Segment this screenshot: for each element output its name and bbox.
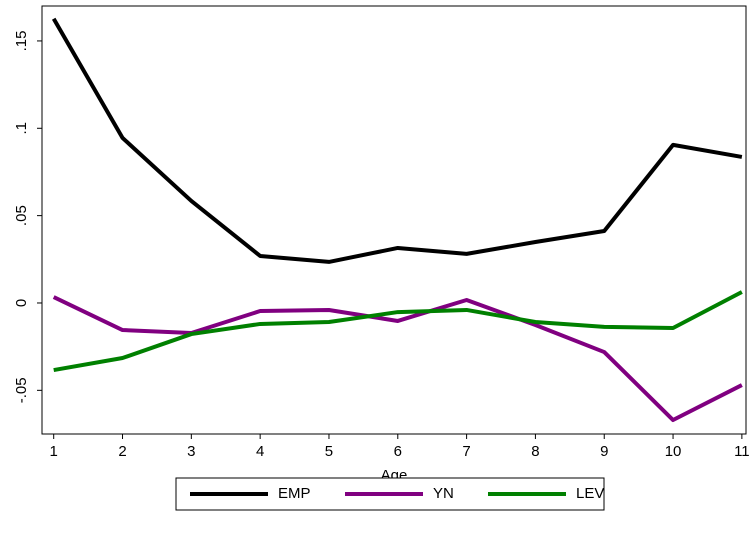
y-tick-label: -.05	[13, 377, 30, 403]
y-tick-label: .05	[13, 205, 30, 226]
y-tick-label: 0	[13, 299, 30, 307]
x-tick-label: 8	[531, 443, 539, 460]
x-tick-label: 6	[394, 443, 402, 460]
x-tick-label: 3	[187, 443, 195, 460]
x-tick-label: 4	[256, 443, 264, 460]
legend-label: EMP	[278, 485, 311, 502]
x-tick-label: 9	[600, 443, 608, 460]
legend-label: YN	[433, 485, 454, 502]
x-tick-label: 1	[50, 443, 58, 460]
legend-label: LEV	[576, 485, 604, 502]
x-tick-label: 11	[734, 443, 750, 460]
plot-frame	[41, 5, 747, 435]
x-tick-label: 5	[325, 443, 333, 460]
x-tick-label: 2	[118, 443, 126, 460]
x-tick-label: 10	[665, 443, 682, 460]
series-line	[52, 295, 743, 423]
series-line	[51, 17, 743, 264]
x-tick-label: 7	[462, 443, 470, 460]
series-line	[53, 290, 743, 373]
y-tick-label: .1	[13, 122, 30, 135]
y-tick-label: .15	[13, 31, 30, 52]
